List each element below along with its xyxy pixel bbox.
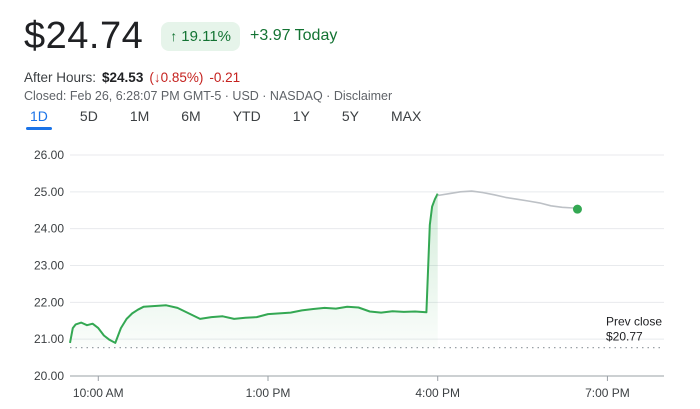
after-hours-price: $24.53 xyxy=(102,70,144,85)
tab-max[interactable]: MAX xyxy=(390,108,422,124)
change-percent: 19.11% xyxy=(181,27,231,45)
y-tick-label: 25.00 xyxy=(34,185,64,199)
tab-1d[interactable]: 1D xyxy=(26,104,52,130)
after-hours-line xyxy=(437,190,578,210)
y-tick-label: 26.00 xyxy=(34,148,64,162)
closed-info: Closed: Feb 26, 6:28:07 PM GMT-5 · USD ·… xyxy=(24,89,393,103)
arrow-down-icon: ↓ xyxy=(153,70,161,85)
x-tick-label: 7:00 PM xyxy=(585,386,630,400)
current-price: $24.74 xyxy=(24,14,144,57)
change-percent-badge: ↑ 19.11% xyxy=(161,21,240,51)
x-tick-label: 4:00 PM xyxy=(415,386,460,400)
change-today: +3.97 Today xyxy=(250,27,338,44)
tab-5y[interactable]: 5Y xyxy=(341,108,359,124)
regular-session-line xyxy=(69,193,439,344)
quote-header: $24.74 ↑ 19.11% +3.97 Today After Hours:… xyxy=(24,14,690,104)
prev-close-value: $20.77 xyxy=(606,330,643,344)
y-tick-label: 23.00 xyxy=(34,259,64,273)
y-tick-label: 24.00 xyxy=(34,222,64,236)
after-hours-label: After Hours: xyxy=(24,70,97,85)
y-tick-label: 21.00 xyxy=(34,332,64,346)
arrow-up-icon: ↑ xyxy=(170,28,178,44)
y-axis: 26.00 25.00 24.00 23.00 22.00 21.00 20.00 xyxy=(34,148,64,383)
tab-6m[interactable]: 6M xyxy=(181,108,201,124)
tab-1m[interactable]: 1M xyxy=(129,108,150,124)
plot-area: Prev close$20.77 xyxy=(69,190,664,349)
after-hours-percent-wrap: (↓0.85%) xyxy=(149,70,204,85)
prev-close-label: Prev close xyxy=(606,315,662,329)
x-axis: 10:00 AM 1:00 PM 4:00 PM 7:00 PM xyxy=(70,375,664,400)
range-tabs: 1D 5D 1M 6M YTD 1Y 5Y MAX xyxy=(26,104,453,130)
after-hours-row: After Hours: $24.53 (↓0.85%) -0.21 xyxy=(24,70,690,85)
last-price-point xyxy=(572,204,582,214)
after-hours-percent: 0.85% xyxy=(160,70,199,85)
after-hours-change: -0.21 xyxy=(209,70,241,85)
x-tick-label: 1:00 PM xyxy=(246,386,291,400)
y-tick-label: 22.00 xyxy=(34,295,64,309)
y-tick-label: 20.00 xyxy=(34,369,64,383)
regular-session-area xyxy=(70,193,438,348)
tab-1y[interactable]: 1Y xyxy=(292,108,310,124)
x-tick-label: 10:00 AM xyxy=(73,386,124,400)
tab-5d[interactable]: 5D xyxy=(79,108,98,124)
tab-ytd[interactable]: YTD xyxy=(232,108,261,124)
price-row: $24.74 ↑ 19.11% +3.97 Today xyxy=(24,14,690,58)
